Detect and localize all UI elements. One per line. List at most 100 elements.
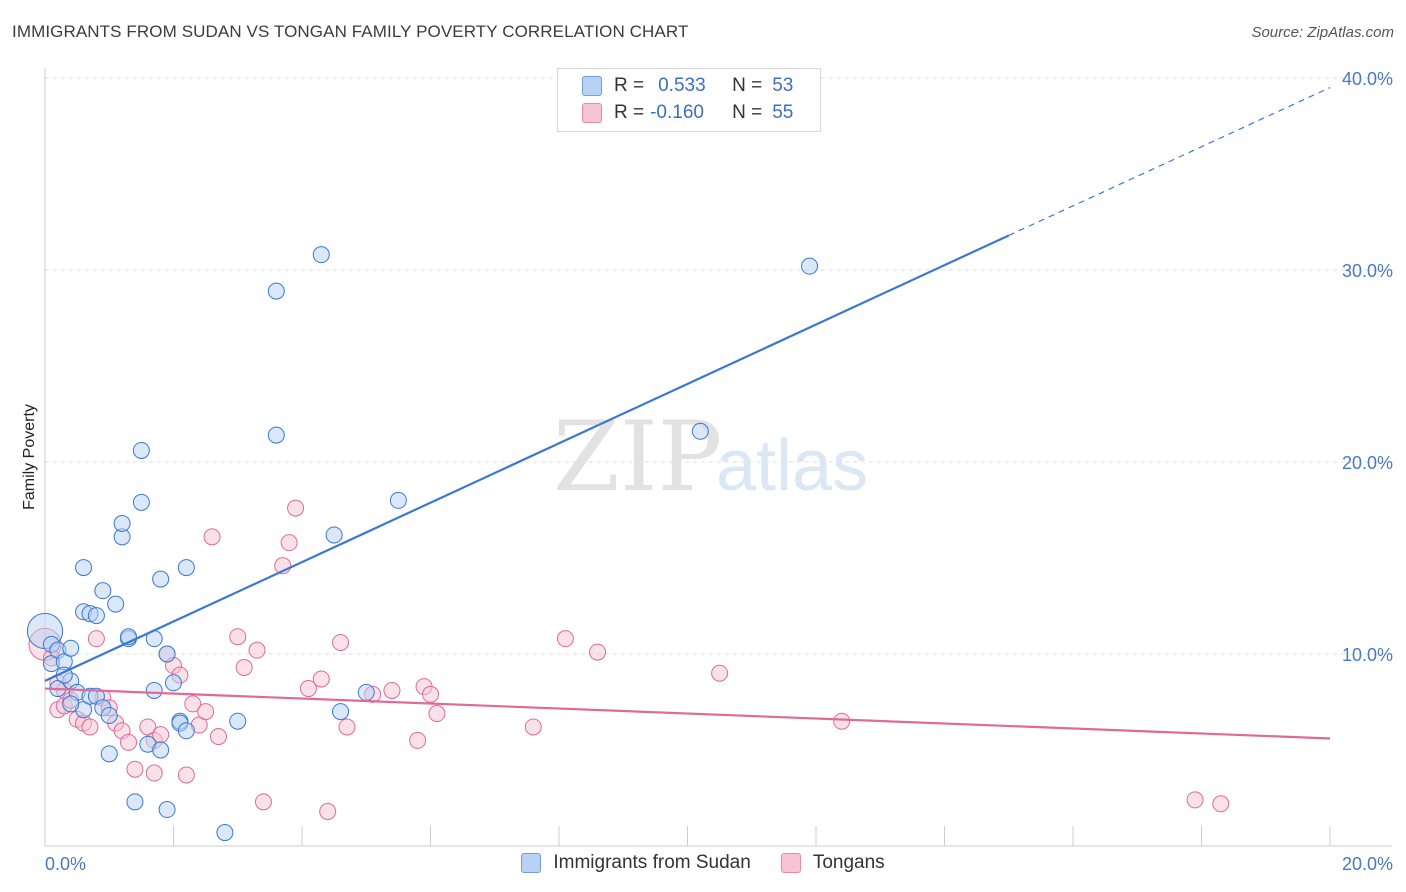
series-legend-swatch-tongans <box>780 853 801 873</box>
point-series-b-28 <box>203 528 221 546</box>
y-tick-labels: 10.0% 20.0% 30.0% 40.0% <box>1342 69 1393 665</box>
point-series-b-32 <box>248 641 266 659</box>
point-series-b-14 <box>87 630 105 648</box>
legend-swatch-tongans <box>582 103 602 123</box>
legend-r-value: -0.160 <box>650 102 704 123</box>
point-series-b-24 <box>177 766 195 784</box>
point-series-a-18 <box>94 582 112 600</box>
point-series-b-33 <box>254 793 272 811</box>
legend-n-value: 53 <box>772 75 794 96</box>
point-series-a-49 <box>801 257 819 275</box>
point-series-a-47 <box>389 491 407 509</box>
legend-row-tongans: R = -0.160 N = 55 <box>582 100 793 126</box>
y-tick-label-0: 10.0% <box>1342 645 1393 665</box>
point-series-a-51 <box>62 639 80 657</box>
point-series-b-46 <box>422 685 439 703</box>
point-series-a-35 <box>152 741 170 759</box>
axes <box>44 68 1392 847</box>
legend-r-label: R = <box>614 75 645 96</box>
point-series-a-23 <box>132 441 150 459</box>
point-series-b-53 <box>1186 791 1204 809</box>
stats-legend: R = 0.533 N = 53 R = -0.160 N = 55 <box>557 68 821 132</box>
point-series-a-36 <box>100 745 118 763</box>
series-tongans <box>28 499 1230 820</box>
legend-row-sudan: R = 0.533 N = 53 <box>582 73 793 99</box>
point-series-b-54 <box>1212 795 1230 813</box>
watermark-atlas: atlas <box>716 426 868 506</box>
point-series-a-28 <box>158 645 176 663</box>
point-series-b-48 <box>524 718 542 736</box>
series-legend-item-tongans: Tongans <box>780 852 885 874</box>
point-series-a-39 <box>216 824 234 842</box>
point-series-a-46 <box>357 683 375 701</box>
point-series-b-41 <box>338 718 356 736</box>
trend-lines <box>44 87 1331 740</box>
point-series-a-10 <box>62 695 80 713</box>
y-tick-label-1: 20.0% <box>1342 453 1393 473</box>
point-series-b-20 <box>145 764 163 782</box>
point-series-a-29 <box>165 674 182 692</box>
point-series-a-38 <box>158 801 176 819</box>
point-series-b-35 <box>280 534 298 552</box>
point-series-a-33 <box>177 722 195 740</box>
source-label: Source: ZipAtlas.com <box>1251 24 1394 41</box>
point-series-a-48 <box>691 422 709 440</box>
point-series-b-43 <box>383 681 401 699</box>
y-axis-label: Family Poverty <box>21 404 38 510</box>
x-tick-label-max: 20.0% <box>1342 854 1393 874</box>
point-series-b-36 <box>287 499 305 517</box>
legend-swatch-sudan <box>582 76 602 96</box>
legend-r-label: R = <box>614 102 645 123</box>
series-legend-item-sudan: Immigrants from Sudan <box>521 852 751 874</box>
legend-r-value: 0.533 <box>658 75 706 96</box>
series-legend: Immigrants from Sudan Tongans <box>0 852 1406 874</box>
point-series-a-52 <box>100 706 118 724</box>
point-series-a-44 <box>325 526 343 544</box>
series-legend-label-tongans: Tongans <box>812 852 885 873</box>
point-series-a-19 <box>107 595 125 613</box>
point-series-b-25 <box>184 695 202 713</box>
series-sudan <box>26 246 819 842</box>
point-series-a-40 <box>229 712 247 730</box>
point-series-a-45 <box>332 703 350 721</box>
point-series-b-37 <box>299 680 317 698</box>
point-series-a-43 <box>312 246 330 264</box>
y-tick-label-2: 30.0% <box>1342 261 1393 281</box>
point-series-b-16 <box>126 760 144 778</box>
point-series-b-44 <box>409 731 427 749</box>
point-series-b-27 <box>197 703 215 721</box>
point-series-a-30 <box>177 559 195 577</box>
point-series-b-9 <box>81 718 99 736</box>
gridlines <box>45 77 1392 655</box>
point-series-b-39 <box>319 802 337 820</box>
point-series-a-37 <box>126 793 144 811</box>
trend-line-tongans <box>44 687 1331 740</box>
watermark-zip: ZIP <box>553 401 722 513</box>
x-tick-label-min: 0.0% <box>45 854 86 874</box>
point-series-a-27 <box>152 570 170 588</box>
point-series-a-26 <box>145 681 163 699</box>
point-series-b-49 <box>556 630 574 648</box>
point-series-a-16 <box>87 607 105 625</box>
point-series-b-15 <box>120 733 138 751</box>
point-series-b-38 <box>312 670 330 688</box>
point-series-b-40 <box>332 633 350 651</box>
legend-n-label: N = <box>732 102 763 123</box>
point-series-b-52 <box>833 712 851 730</box>
point-series-b-29 <box>209 728 227 746</box>
page-title: IMMIGRANTS FROM SUDAN VS TONGAN FAMILY P… <box>12 22 689 41</box>
point-series-a-22 <box>132 493 150 511</box>
trend-line-sudan <box>44 234 1010 682</box>
point-series-a-21 <box>113 514 131 532</box>
point-series-b-30 <box>229 628 247 646</box>
x-ticks <box>173 826 1331 846</box>
point-series-b-31 <box>235 658 253 676</box>
legend-n-value: 55 <box>772 102 794 123</box>
y-tick-label-3: 40.0% <box>1342 69 1393 89</box>
point-series-a-41 <box>267 282 285 300</box>
point-series-b-51 <box>711 664 729 682</box>
trend-line-sudan-extension <box>1008 87 1331 236</box>
point-series-a-42 <box>267 426 285 444</box>
point-series-a-17 <box>75 559 93 577</box>
